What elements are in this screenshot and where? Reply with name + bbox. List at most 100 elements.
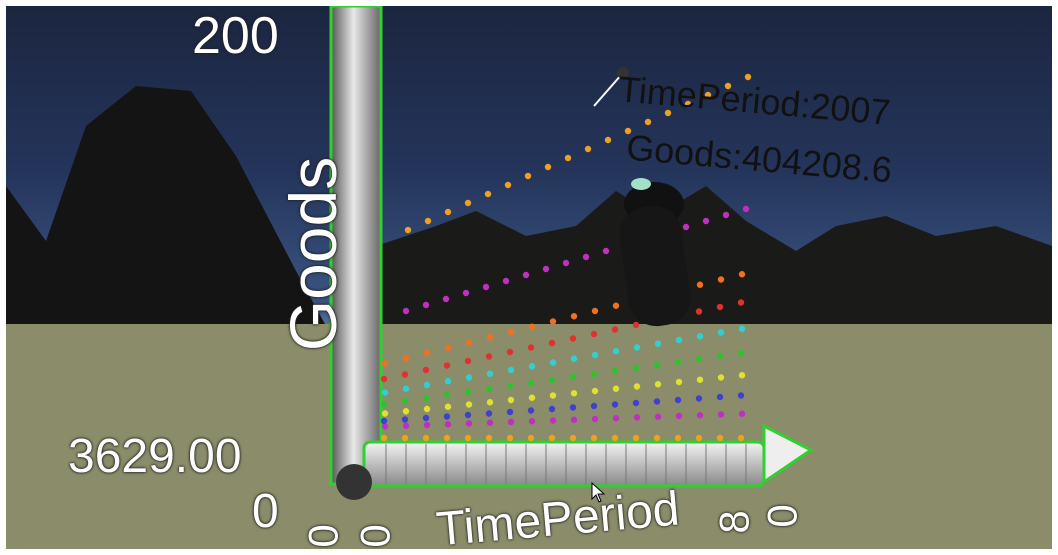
data-point (739, 326, 745, 332)
data-point (443, 296, 449, 302)
data-point (633, 435, 639, 441)
x-axis-min-tick: 0 (252, 484, 279, 539)
data-point (654, 362, 660, 368)
data-point (570, 374, 576, 380)
data-point (424, 382, 430, 388)
data-point (683, 224, 689, 230)
data-point (382, 423, 388, 429)
data-point (466, 339, 472, 345)
data-point (445, 209, 451, 215)
data-point (718, 374, 724, 380)
data-point (486, 353, 492, 359)
data-point (743, 206, 749, 212)
data-point (571, 390, 577, 396)
data-point (739, 411, 745, 417)
data-point (549, 435, 555, 441)
data-point (613, 303, 619, 309)
y-axis-min-tick: 3629.00 (68, 429, 242, 484)
data-point (528, 407, 534, 413)
data-point (507, 349, 513, 355)
data-point (717, 435, 723, 441)
data-point (717, 394, 723, 400)
data-point (423, 435, 429, 441)
data-point (570, 335, 576, 341)
data-point (529, 324, 535, 330)
data-point (487, 420, 493, 426)
data-point (528, 435, 534, 441)
data-point (444, 435, 450, 441)
x-axis-start-tick-2: 0 (352, 524, 400, 547)
data-point (675, 359, 681, 365)
data-point (486, 410, 492, 416)
data-point (550, 318, 556, 324)
data-point (565, 155, 571, 161)
data-point (697, 377, 703, 383)
data-point (381, 418, 387, 424)
data-point (403, 386, 409, 392)
y-axis-max-tick: 200 (192, 6, 279, 66)
data-point (444, 413, 450, 419)
data-point (507, 409, 513, 415)
data-point (634, 344, 640, 350)
data-point (739, 271, 745, 277)
data-point (528, 380, 534, 386)
data-point (738, 299, 744, 305)
data-point (738, 350, 744, 356)
data-point (723, 212, 729, 218)
data-point (423, 302, 429, 308)
data-point (645, 119, 651, 125)
data-point (696, 395, 702, 401)
data-point (655, 341, 661, 347)
data-point (717, 304, 723, 310)
data-point (425, 218, 431, 224)
data-point (591, 371, 597, 377)
x-axis-start-tick-1: 0 (300, 524, 348, 547)
data-point (487, 371, 493, 377)
data-point (676, 337, 682, 343)
data-point (592, 352, 598, 358)
x-axis-end-tick-1: 8 (711, 510, 759, 533)
data-point (571, 313, 577, 319)
data-point (528, 344, 534, 350)
data-point (703, 218, 709, 224)
data-point (466, 374, 472, 380)
data-point (444, 362, 450, 368)
data-point (508, 329, 514, 335)
data-point (543, 266, 549, 272)
data-point (487, 334, 493, 340)
data-point (403, 355, 409, 361)
data-point (529, 363, 535, 369)
data-point (675, 397, 681, 403)
data-point (405, 227, 411, 233)
data-point (445, 378, 451, 384)
data-point (382, 389, 388, 395)
data-point (697, 333, 703, 339)
data-point (529, 395, 535, 401)
data-point (591, 403, 597, 409)
data-point (465, 358, 471, 364)
vr-viewport[interactable]: 200 Goods 3629.00 0 TimePeriod 0 0 8 0 T… (6, 6, 1052, 549)
data-point (403, 408, 409, 414)
data-point (466, 420, 472, 426)
data-point (381, 435, 387, 441)
data-point (505, 182, 511, 188)
data-point (654, 435, 660, 441)
data-point (591, 331, 597, 337)
data-point (381, 401, 387, 407)
data-point (444, 392, 450, 398)
data-point (613, 386, 619, 392)
data-point (525, 173, 531, 179)
y-axis-label: Goods (275, 157, 351, 351)
data-point (655, 381, 661, 387)
data-point (571, 356, 577, 362)
data-point (655, 414, 661, 420)
data-point (403, 423, 409, 429)
data-point (676, 379, 682, 385)
data-point (570, 435, 576, 441)
data-point (523, 272, 529, 278)
data-point (507, 435, 513, 441)
data-point (423, 415, 429, 421)
data-point (718, 329, 724, 335)
data-point (503, 278, 509, 284)
data-point (739, 372, 745, 378)
